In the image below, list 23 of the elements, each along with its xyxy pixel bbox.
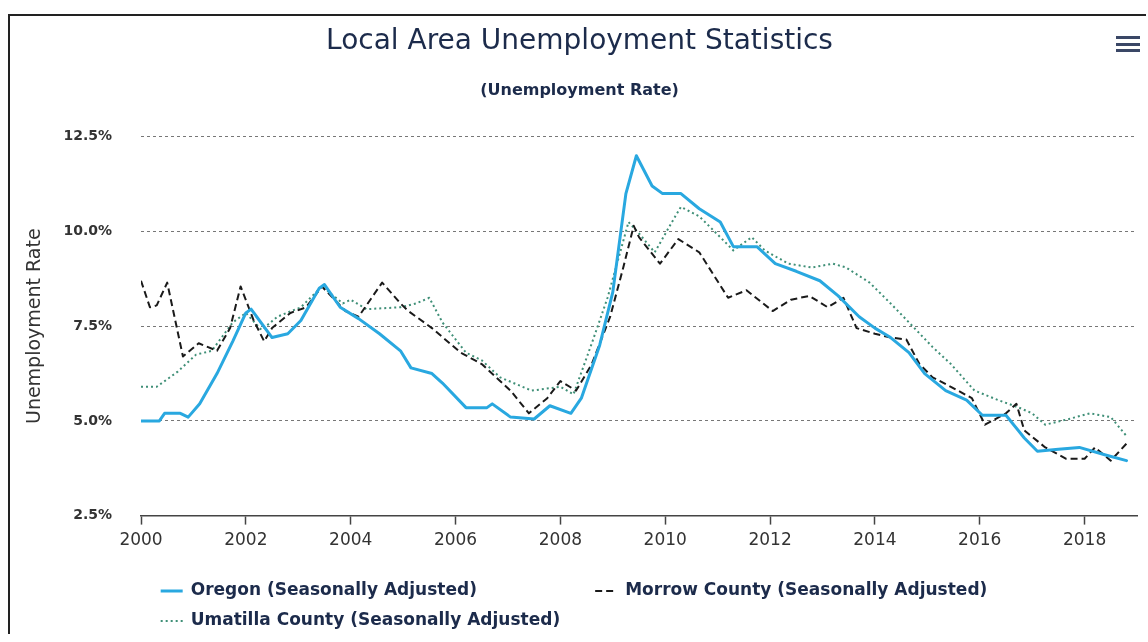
- y-tick-label: 7.5%: [73, 316, 112, 333]
- legend-label: Umatilla County (Seasonally Adjusted): [190, 609, 561, 630]
- y-tick-label: 12.5%: [63, 127, 112, 144]
- x-tick-label: 2018: [1062, 529, 1107, 550]
- x-tick-label: 2002: [224, 529, 268, 550]
- x-tick-label: 2008: [538, 529, 582, 550]
- x-tick-label: 2000: [119, 529, 163, 550]
- chart-title: Local Area Unemployment Statistics: [326, 23, 833, 57]
- y-axis-title: Unemployment Rate: [22, 228, 45, 425]
- line-series: [141, 205, 1128, 438]
- legend-label: Morrow County (Seasonally Adjusted): [625, 579, 988, 600]
- legend-label: Oregon (Seasonally Adjusted): [190, 579, 477, 600]
- x-tick-label: 2006: [433, 529, 478, 550]
- y-tick-label: 10.0%: [63, 222, 112, 239]
- x-tick-label: 2014: [853, 529, 897, 550]
- x-tick-label: 2004: [329, 529, 373, 550]
- x-tick-label: 2010: [643, 529, 687, 550]
- y-tick-label: 5.0%: [73, 411, 112, 428]
- x-tick-label: 2012: [748, 529, 792, 550]
- y-tick-label: 2.5%: [73, 506, 112, 523]
- line-series: [141, 224, 1128, 462]
- x-tick-label: 2016: [958, 529, 1002, 550]
- chart-subtitle: (Unemployment Rate): [480, 80, 679, 100]
